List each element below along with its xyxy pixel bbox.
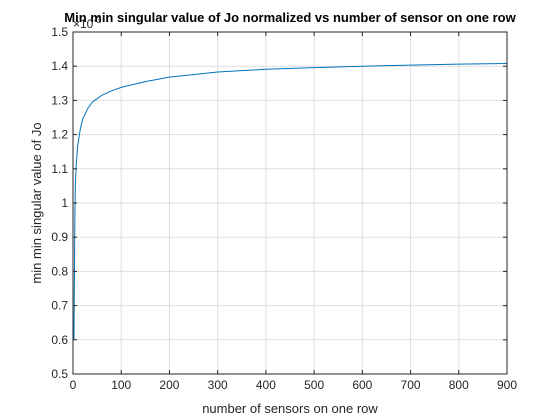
x-tick-label: 900: [497, 378, 517, 392]
y-tick-label: 0.7: [51, 299, 68, 313]
y-tick-label: 1.4: [51, 59, 68, 73]
y-tick-label: 0.6: [51, 333, 68, 347]
y-tick-label: 0.5: [51, 367, 68, 381]
y-axis-label: min min singular value of Jo: [29, 122, 44, 283]
x-tick-label: 500: [304, 378, 324, 392]
y-axis-exponent-power: -3: [93, 15, 101, 25]
y-tick-label: 0.8: [51, 264, 68, 278]
x-tick-label: 200: [159, 378, 179, 392]
x-tick-label: 300: [208, 378, 228, 392]
y-axis-exponent: ×10-3: [73, 15, 101, 31]
series-line: [73, 62, 508, 340]
x-tick-label: 400: [256, 378, 276, 392]
y-tick-label: 1.1: [51, 162, 68, 176]
y-tick-label: 0.9: [51, 230, 68, 244]
y-tick-label: 1.5: [51, 25, 68, 39]
ticks: 0 100 200 300 400 500 600 700 800 900 0.5 0.6 0.7 0.8…: [51, 25, 517, 392]
x-tick-label: 0: [70, 378, 77, 392]
y-axis-exponent-base: ×10: [73, 17, 94, 31]
x-tick-label: 800: [449, 378, 469, 392]
x-axis-label: number of sensors on one row: [202, 401, 378, 416]
chart-title: Min min singular value of Jo normalized …: [64, 10, 516, 25]
x-tick-label: 600: [352, 378, 372, 392]
y-tick-label: 1.2: [51, 128, 68, 142]
y-tick-label: 1.3: [51, 93, 68, 107]
x-tick-label: 100: [111, 378, 131, 392]
y-tick-label: 1: [61, 196, 68, 210]
x-tick-label: 700: [401, 378, 421, 392]
